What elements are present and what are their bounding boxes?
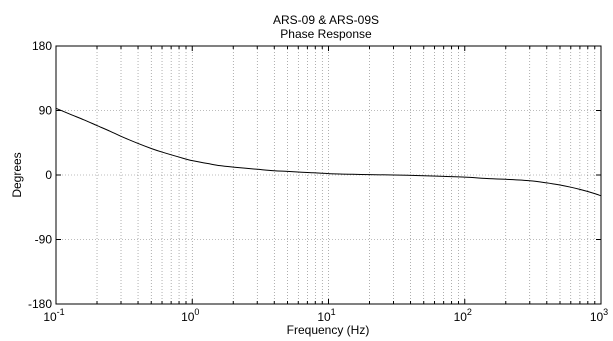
x-tick-label: 103: [590, 307, 608, 324]
x-tick-label: 10-1: [43, 307, 64, 324]
phase-series-line: [55, 107, 602, 197]
x-tick-label: 101: [317, 307, 335, 324]
x-tick-labels: 10-1 100 101 102 103: [43, 307, 608, 324]
grid-lines: [56, 46, 601, 304]
x-axis-label: Frequency (Hz): [287, 323, 370, 337]
y-tick-label: 0: [45, 168, 52, 182]
axis-ticks: [55, 45, 601, 305]
y-tick-label: -90: [35, 233, 53, 247]
y-tick-label: 90: [39, 104, 53, 118]
y-tick-labels: 180 90 0 -90 -180: [28, 39, 52, 311]
chart-subtitle: Phase Response: [280, 27, 372, 41]
chart-title: ARS-09 & ARS-09S: [273, 13, 379, 27]
y-tick-label: -180: [28, 297, 52, 311]
x-tick-label: 100: [181, 307, 199, 324]
y-tick-label: 180: [32, 39, 52, 53]
x-tick-label: 102: [454, 307, 472, 324]
y-axis-label: Degrees: [10, 152, 24, 197]
